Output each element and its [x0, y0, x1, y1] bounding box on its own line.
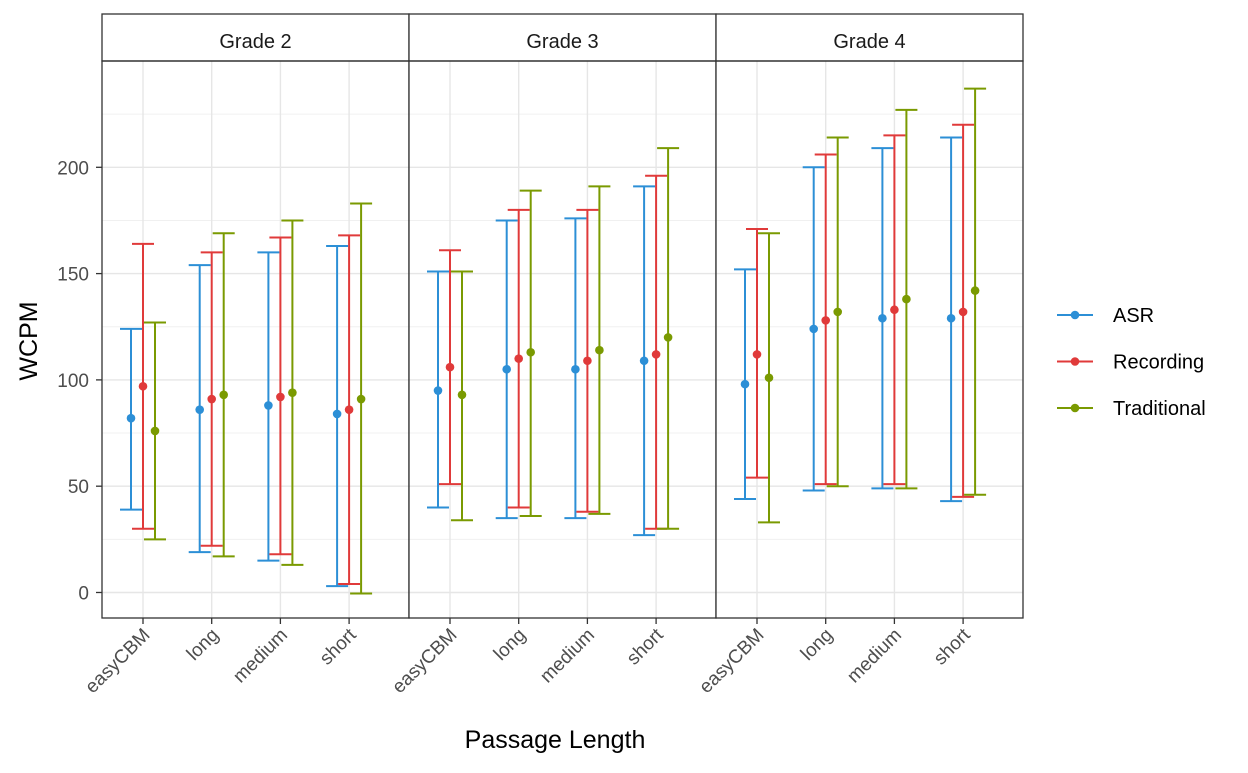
y-tick-label: 50 — [68, 477, 89, 498]
x-tick-label: short — [930, 624, 975, 669]
x-tick-label: medium — [843, 625, 906, 688]
series-recording — [439, 174, 668, 530]
mean-point — [433, 386, 443, 395]
mean-point — [502, 364, 512, 374]
y-axis-title: WCPM — [15, 301, 43, 380]
legend-key-point — [1070, 310, 1080, 320]
series-traditional — [144, 202, 373, 595]
legend-item-recording: Recording — [1057, 352, 1204, 374]
mean-point — [740, 379, 750, 389]
series-recording — [746, 123, 975, 498]
x-axis-title: Passage Length — [465, 726, 646, 754]
mean-point — [571, 364, 580, 374]
panel-3: Grade 4 easyCBM long medium short — [695, 13, 1024, 698]
mean-point — [663, 333, 673, 342]
x-tick-label: short — [623, 624, 668, 669]
panel-border — [715, 60, 1024, 619]
panel-2: Grade 3 easyCBM long medium short — [388, 13, 717, 698]
mean-point — [344, 405, 354, 414]
legend-key-point — [1070, 403, 1080, 413]
x-tick-label: easyCBM — [388, 625, 461, 698]
x-tick-label: short — [316, 624, 361, 669]
mean-point — [332, 409, 342, 419]
mean-point — [445, 362, 455, 372]
mean-point — [752, 350, 762, 359]
panel-strip — [408, 13, 717, 62]
panel-strip — [715, 13, 1024, 62]
x-tick-label: long — [797, 625, 837, 665]
series-traditional — [758, 87, 987, 524]
mean-point — [651, 350, 661, 359]
mean-point — [457, 390, 467, 400]
mean-point — [356, 394, 366, 404]
legend-label: ASR — [1113, 305, 1154, 327]
x-tick-label: medium — [229, 625, 292, 688]
x-tick-label: long — [490, 625, 530, 665]
mean-point — [902, 294, 911, 304]
x-tick-label: easyCBM — [695, 625, 768, 698]
series-recording — [132, 234, 361, 585]
mean-point — [595, 345, 604, 355]
series-asr — [427, 185, 656, 537]
mean-point — [526, 347, 535, 357]
mean-point — [809, 324, 818, 334]
mean-point — [764, 373, 774, 383]
mean-point — [946, 313, 956, 323]
y-tick-label: 150 — [57, 265, 89, 286]
y-tick-label: 0 — [78, 583, 89, 604]
mean-point — [126, 413, 136, 423]
legend-label: Traditional — [1113, 398, 1206, 420]
mean-point — [264, 401, 273, 410]
mean-point — [276, 392, 285, 402]
y-tick-label: 100 — [57, 371, 89, 392]
mean-point — [219, 390, 228, 400]
x-tick-label: long — [183, 625, 223, 665]
series-asr — [120, 244, 349, 588]
panel-background — [716, 61, 1023, 618]
legend-item-traditional: Traditional — [1057, 398, 1206, 420]
legend-label: Recording — [1113, 352, 1204, 374]
mean-point — [138, 381, 148, 391]
mean-point — [890, 305, 899, 315]
mean-point — [583, 356, 592, 366]
x-tick-label: medium — [536, 625, 599, 688]
series-asr — [734, 136, 963, 503]
legend-key-point — [1070, 357, 1080, 366]
mean-point — [878, 313, 887, 323]
mean-point — [150, 426, 160, 436]
mean-point — [514, 354, 523, 363]
panel-title: Grade 3 — [526, 31, 598, 53]
mean-point — [970, 286, 980, 295]
mean-point — [958, 307, 968, 317]
x-tick-label: easyCBM — [81, 625, 154, 698]
series-traditional — [451, 147, 680, 530]
mean-point — [207, 394, 216, 404]
panel-1: Grade 2 easyCBM long medium short — [81, 13, 410, 698]
mean-point — [833, 307, 842, 317]
legend: ASR Recording Traditional — [1057, 305, 1206, 420]
y-tick-label: 200 — [57, 158, 89, 179]
mean-point — [639, 356, 649, 366]
legend-item-asr: ASR — [1057, 305, 1154, 327]
mean-point — [288, 388, 297, 397]
panel-background — [102, 61, 409, 618]
panel-title: Grade 4 — [833, 31, 905, 53]
mean-point — [195, 405, 204, 414]
mean-point — [821, 316, 830, 325]
y-axis: 0 50 100 150 200 — [57, 158, 102, 604]
panel-title: Grade 2 — [219, 31, 291, 53]
